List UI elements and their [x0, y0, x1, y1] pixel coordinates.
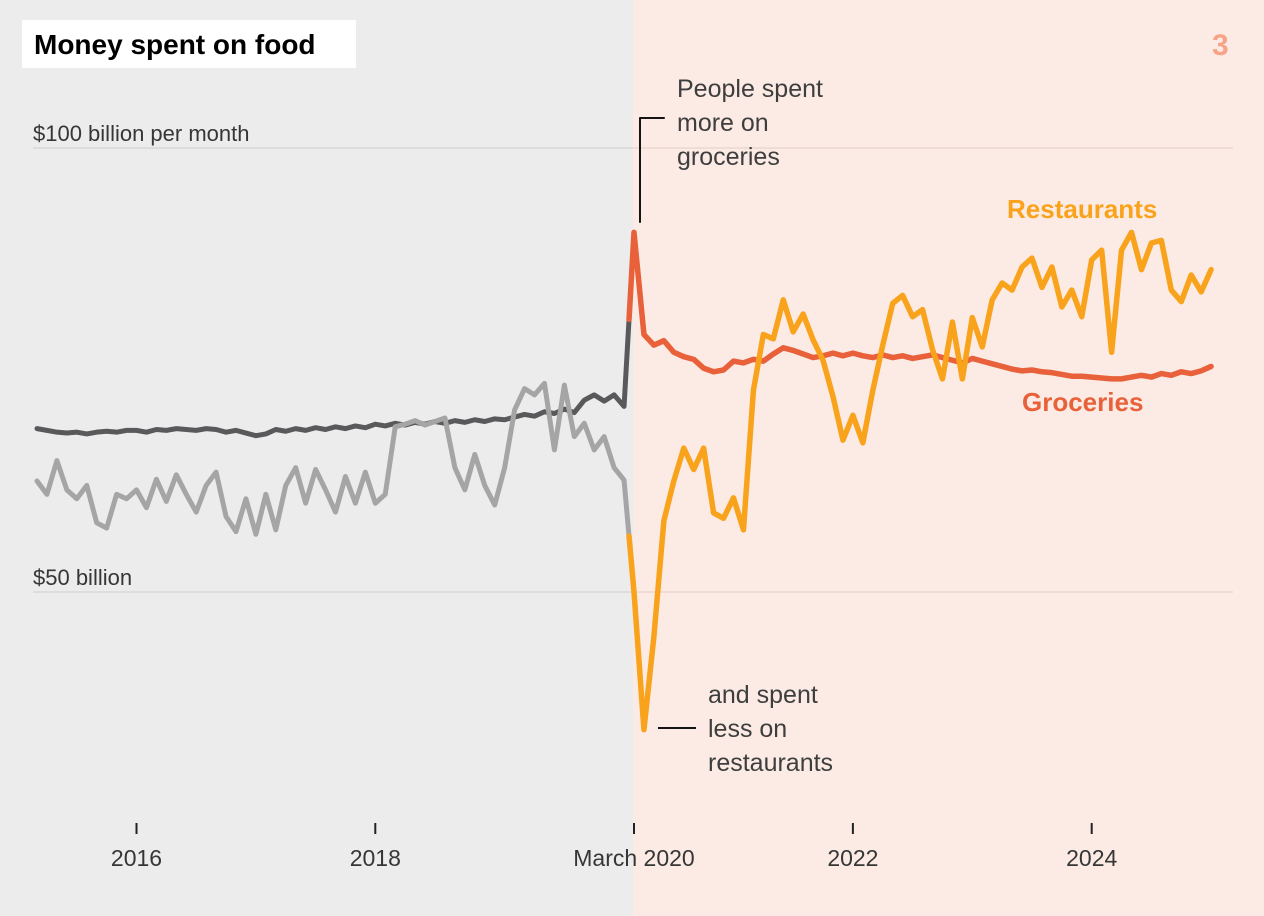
x-tick-label-2018: 2018 — [350, 845, 401, 871]
x-tick-label-2022: 2022 — [827, 845, 878, 871]
groceries-series-label: Groceries — [1022, 387, 1143, 417]
y-axis-label-100-billion: $100 billion per month — [33, 121, 249, 146]
groceries-line-post-pandemic — [626, 229, 1214, 382]
restaurants-series-label: Restaurants — [1007, 194, 1157, 224]
groceries-line-pre-pandemic — [34, 316, 632, 439]
groceries-annotation-line2: more on — [677, 109, 769, 137]
x-axis: 2016 2018 March 2020 2022 2024 — [111, 823, 1117, 871]
x-tick-label-2024: 2024 — [1066, 845, 1117, 871]
groceries-annotation-connector — [639, 117, 665, 223]
page-number: 3 — [1212, 29, 1229, 62]
title-background — [22, 20, 356, 68]
restaurants-annotation-line3: restaurants — [708, 749, 833, 777]
page-title: Money spent on food — [34, 29, 316, 60]
groceries-annotation-line3: groceries — [677, 143, 780, 171]
groceries-annotation: People spent more on groceries — [677, 75, 830, 171]
restaurants-annotation-line1: and spent — [708, 681, 818, 709]
restaurants-annotation-line2: less on — [708, 715, 787, 743]
x-tick-label-2016: 2016 — [111, 845, 162, 871]
gridlines — [33, 147, 1233, 593]
x-tick-label-march-2020: March 2020 — [573, 845, 694, 871]
background-post-pandemic — [633, 0, 1264, 916]
restaurants-line-post-pandemic — [626, 229, 1214, 733]
groceries-annotation-line1: People spent — [677, 75, 823, 103]
series-lines — [34, 229, 1214, 733]
restaurants-line-pre-pandemic — [34, 380, 632, 539]
background-pre-pandemic — [0, 0, 633, 916]
restaurants-annotation: and spent less on restaurants — [708, 681, 833, 777]
y-axis-label-50-billion: $50 billion — [33, 565, 132, 590]
